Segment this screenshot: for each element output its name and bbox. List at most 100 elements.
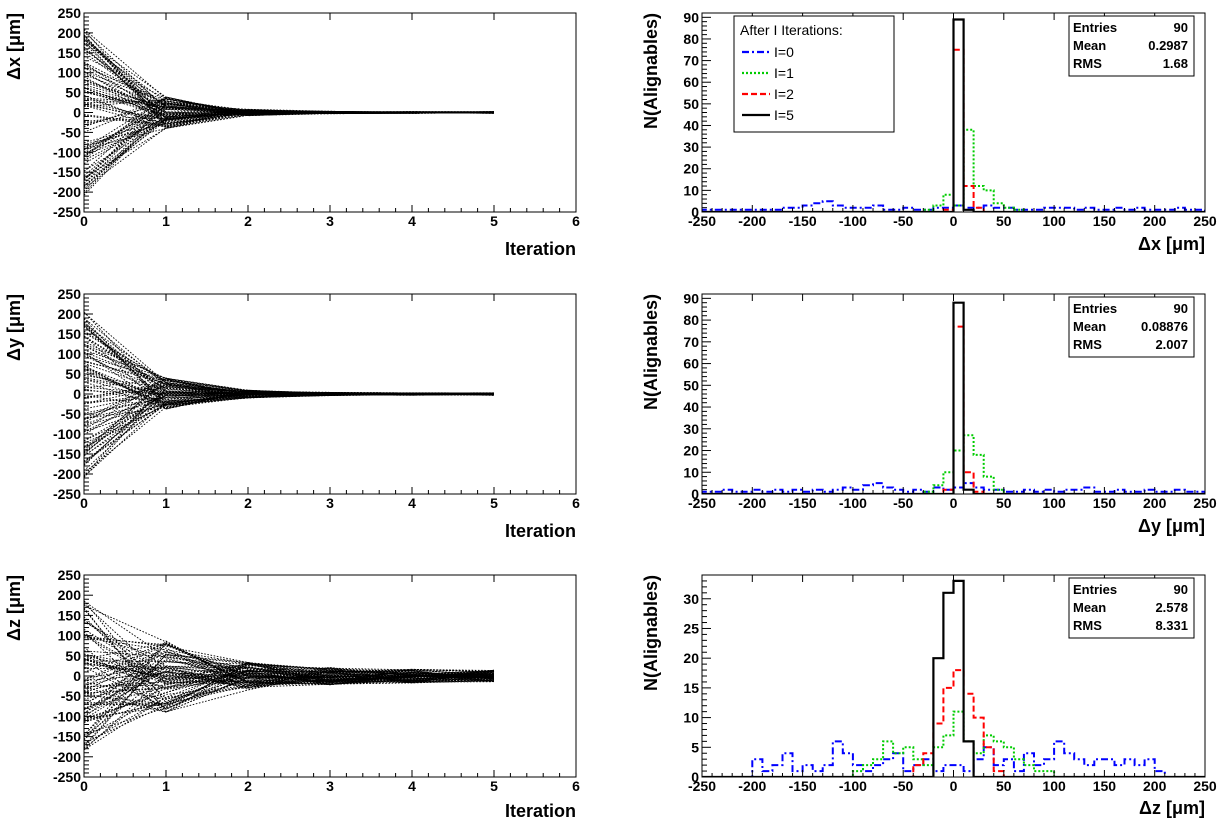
plot-area — [84, 311, 495, 478]
y-tick-label: 25 — [683, 620, 699, 636]
trace-line — [84, 111, 495, 172]
x-tick-label: 150 — [1093, 778, 1117, 794]
panel-1: 0 1 2 3 4 5 6 -250 -200 -150 -100 -50 0 50 100 150 200 25… — [4, 5, 580, 259]
x-tick-label: -150 — [789, 213, 817, 229]
y-tick-label: 90 — [683, 9, 699, 25]
legend-entry: I=2 — [774, 86, 794, 102]
y-tick-label: 10 — [683, 710, 699, 726]
histogram-I5 — [702, 18, 1205, 212]
y-tick-label: -50 — [61, 124, 81, 140]
stats-value: 0.2987 — [1148, 38, 1188, 53]
panel-6: -250 -200 -150 -100 -50 0 50 100 150 200 250 0 5 10 15… — [641, 574, 1217, 818]
panel-4: -250 -200 -150 -100 -50 0 50 100 150 200 250 0 10 20 3… — [641, 290, 1217, 536]
x-axis-title: Δx [μm] — [1138, 234, 1205, 254]
stats-label: Mean — [1073, 600, 1106, 615]
trace-line — [84, 323, 495, 404]
trace-line — [84, 98, 495, 114]
x-tick-label: 0 — [950, 495, 958, 511]
stats-label: Entries — [1073, 20, 1117, 35]
trace-line — [84, 662, 495, 683]
x-tick-label: 250 — [1193, 778, 1217, 794]
y-axis-title: Δy [μm] — [4, 294, 24, 361]
y-tick-label: -150 — [53, 446, 81, 462]
trace-line — [84, 311, 495, 401]
x-axis-title: Δy [μm] — [1138, 516, 1205, 536]
trace-line — [84, 608, 495, 710]
y-tick-label: -250 — [53, 769, 81, 785]
x-tick-label: 1 — [162, 213, 170, 229]
x-tick-label: 0 — [950, 213, 958, 229]
panel-2: -250 -200 -150 -100 -50 0 50 100 150 200 250 0 10 20 3… — [641, 9, 1217, 254]
x-tick-label: -250 — [688, 495, 716, 511]
trace-line — [84, 659, 495, 685]
y-tick-label: 50 — [683, 377, 699, 393]
y-tick-label: 60 — [683, 356, 699, 372]
y-tick-label: -250 — [53, 204, 81, 220]
stats-label: RMS — [1073, 337, 1102, 352]
trace-line — [84, 378, 495, 403]
trace-line — [84, 94, 495, 128]
trace-line — [84, 669, 495, 694]
x-tick-label: -150 — [789, 495, 817, 511]
trace-line — [84, 28, 494, 117]
y-tick-label: 90 — [683, 290, 699, 306]
y-tick-label: 10 — [683, 464, 699, 480]
y-tick-label: 30 — [683, 591, 699, 607]
trace-line — [84, 657, 495, 684]
y-tick-label: 150 — [58, 607, 82, 623]
x-tick-label: 3 — [326, 213, 334, 229]
trace-line — [84, 662, 495, 682]
y-tick-label: 250 — [58, 5, 82, 21]
trace-line — [84, 642, 495, 683]
trace-line — [84, 664, 495, 685]
x-tick-label: -250 — [688, 778, 716, 794]
x-tick-label: 1 — [162, 495, 170, 511]
y-tick-label: 40 — [683, 399, 699, 415]
x-tick-label: 2 — [244, 213, 252, 229]
y-tick-label: 50 — [65, 85, 81, 101]
x-tick-label: 250 — [1193, 213, 1217, 229]
y-tick-label: 0 — [691, 486, 699, 502]
stats-value: 0.08876 — [1141, 319, 1188, 334]
y-tick-label: 80 — [683, 31, 699, 47]
trace-line — [84, 324, 495, 403]
trace-line — [84, 670, 495, 711]
trace-line — [84, 675, 495, 749]
stats-value: 1.68 — [1163, 56, 1188, 71]
trace-line — [84, 96, 495, 158]
x-tick-label: 2 — [244, 495, 252, 511]
trace-line — [84, 677, 495, 709]
x-tick-label: 200 — [1143, 213, 1167, 229]
trace-line — [84, 361, 494, 396]
y-tick-label: -200 — [53, 749, 81, 765]
y-tick-label: 15 — [683, 680, 699, 696]
x-tick-label: -50 — [893, 495, 913, 511]
y-tick-label: 100 — [58, 628, 82, 644]
y-tick-label: -100 — [53, 708, 81, 724]
y-tick-label: 20 — [683, 650, 699, 666]
x-axis-title: Iteration — [505, 801, 576, 821]
stats-label: RMS — [1073, 56, 1102, 71]
x-tick-label: 0 — [80, 213, 88, 229]
y-tick-label: 50 — [683, 96, 699, 112]
stats-value: 90 — [1174, 20, 1188, 35]
x-tick-label: 3 — [326, 495, 334, 511]
x-tick-label: 100 — [1042, 778, 1066, 794]
y-axis-title: N(Alignables) — [641, 294, 661, 410]
trace-line — [84, 62, 495, 119]
stats-box: Entries 90 Mean 0.08876 RMS 2.007 — [1068, 296, 1195, 358]
y-tick-label: -150 — [53, 164, 81, 180]
y-tick-label: -50 — [61, 406, 81, 422]
trace-line — [84, 670, 495, 717]
stats-label: Entries — [1073, 301, 1117, 316]
trace-line — [84, 36, 495, 115]
legend-title: After I Iterations: — [740, 22, 843, 38]
x-tick-label: 150 — [1093, 213, 1117, 229]
trace-line — [84, 633, 495, 683]
y-tick-label: 0 — [691, 769, 699, 785]
stats-label: Entries — [1073, 582, 1117, 597]
trace-line — [84, 55, 495, 115]
x-tick-label: 5 — [490, 778, 498, 794]
x-tick-label: -200 — [738, 495, 766, 511]
x-tick-label: 50 — [996, 495, 1012, 511]
